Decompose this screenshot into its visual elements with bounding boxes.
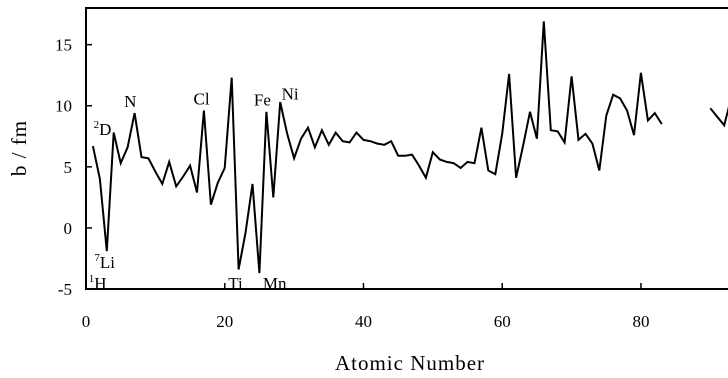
x-tick-label: 60 — [494, 312, 511, 331]
ticks: 0 20 40 60 80 -5 0 5 10 15 — [55, 36, 649, 331]
series-line — [91, 21, 663, 274]
plot-frame — [85, 7, 728, 290]
x-tick-label: 20 — [216, 312, 233, 331]
annotation-label: Ti — [228, 274, 243, 293]
x-tick-label: 0 — [82, 312, 91, 331]
annotation-label: Mn — [263, 274, 287, 293]
y-tick-label: -5 — [58, 280, 72, 299]
y-tick-label: 5 — [64, 158, 73, 177]
x-axis-title: Atomic Number — [335, 351, 485, 375]
annotation-label: N — [124, 92, 136, 111]
x-tick-label: 80 — [632, 312, 649, 331]
annotation-label: 1H — [89, 273, 107, 293]
annotation-label: 7Li — [94, 252, 115, 272]
y-tick-label: 0 — [64, 219, 73, 238]
plot-border — [85, 7, 728, 290]
y-tick-label: 15 — [55, 36, 72, 55]
annotation-label: 2D — [94, 119, 112, 139]
x-tick-label: 40 — [355, 312, 372, 331]
y-axis-title: b / fm — [7, 120, 31, 176]
annotation-label: Cl — [194, 90, 210, 109]
y-tick-label: 10 — [55, 97, 72, 116]
annotation-label: Fe — [254, 91, 271, 110]
annotation-label: Ni — [282, 85, 299, 104]
series-line — [709, 106, 728, 128]
data-lines — [91, 21, 728, 274]
